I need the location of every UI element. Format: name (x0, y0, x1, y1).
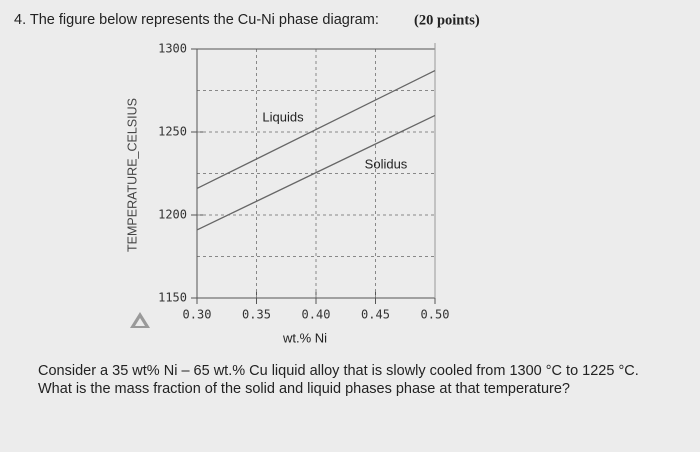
x-tick-label: 0.40 (302, 308, 331, 322)
x-tick-label: 0.50 (421, 308, 450, 322)
line-label: Solidus (365, 156, 408, 171)
x-tick-label: 0.30 (183, 308, 212, 322)
question-prompt: Consider a 35 wt% Ni – 65 wt.% Cu liquid… (38, 363, 639, 379)
y-tick-label: 1300 (158, 42, 187, 56)
question-heading: 4. The figure below represents the Cu-Ni… (14, 12, 379, 28)
question-prompt: What is the mass fraction of the solid a… (38, 381, 570, 397)
warning-icon (130, 312, 150, 328)
x-tick-label: 0.45 (361, 308, 390, 322)
line-label: Liquids (262, 109, 304, 124)
phase-line (196, 114, 436, 231)
y-tick-label: 1200 (158, 208, 187, 222)
y-tick-label: 1150 (158, 291, 187, 305)
x-tick-label: 0.35 (242, 308, 271, 322)
y-axis-label: TEMPERATURE_CELSIUS (125, 98, 139, 252)
x-axis-label: wt.% Ni (282, 330, 327, 345)
question-points: (20 points) (414, 12, 480, 28)
warning-triangle-inner (135, 318, 145, 326)
phase-line (196, 69, 436, 190)
y-tick-label: 1250 (158, 125, 187, 139)
